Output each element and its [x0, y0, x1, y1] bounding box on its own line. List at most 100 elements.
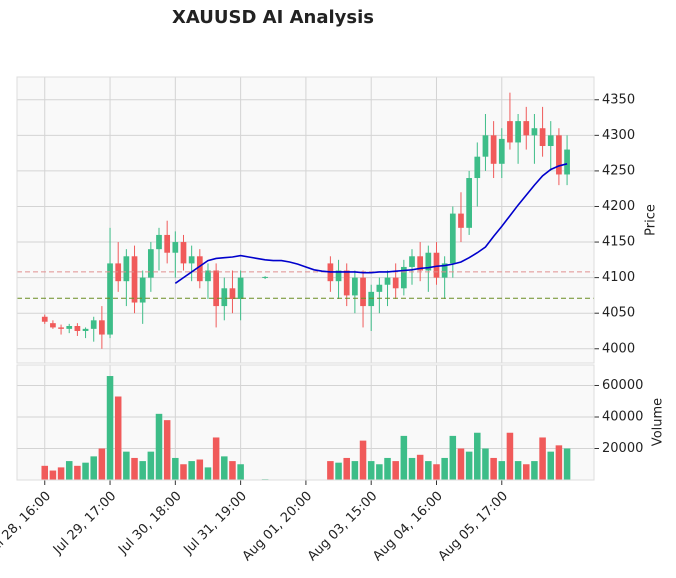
candle-body: [335, 270, 342, 282]
volume-bar: [539, 437, 546, 480]
volume-bar: [335, 462, 342, 480]
volume-tick-label: 60000: [602, 378, 643, 393]
moving-average-line: [174, 163, 568, 284]
candle-body: [237, 277, 244, 299]
candle-body: [523, 121, 530, 136]
candle-body: [229, 288, 236, 299]
candle-body: [441, 263, 448, 278]
candle-body: [400, 266, 407, 289]
volume-bar: [147, 451, 155, 480]
candle-body: [409, 256, 415, 267]
candle-body: [368, 291, 375, 307]
x-tick-label: Aug 03, 15:00: [305, 489, 381, 565]
candle-body: [564, 149, 570, 175]
candle-body: [498, 138, 505, 164]
volume-bar: [514, 461, 522, 480]
candle-body: [425, 252, 432, 271]
volume-bar: [563, 448, 571, 480]
candle-body: [221, 288, 228, 307]
candle-body: [474, 156, 481, 179]
candle-body: [515, 121, 521, 143]
volume-tick-label: 20000: [602, 441, 643, 456]
candle-body: [213, 270, 219, 307]
volume-bar: [57, 467, 65, 480]
candle-body: [360, 277, 366, 307]
volume-bar: [106, 376, 114, 480]
volume-bar: [441, 457, 448, 480]
volume-bar: [457, 448, 465, 480]
candle-body: [384, 277, 391, 285]
volume-bar: [465, 451, 473, 480]
volume-bar: [367, 461, 375, 480]
volume-bar: [114, 396, 122, 480]
volume-bar: [327, 461, 334, 480]
volume-bar: [212, 437, 220, 480]
volume-bar: [98, 448, 106, 480]
candle-body: [343, 270, 350, 296]
candle-body: [449, 213, 456, 264]
volume-bar: [172, 457, 179, 480]
volume-bar: [155, 413, 163, 480]
volume-bar: [131, 457, 138, 480]
volume-bar: [474, 432, 481, 480]
candle-body: [392, 277, 399, 289]
volume-bar: [482, 448, 489, 480]
candle-body: [58, 327, 64, 329]
candle-body: [115, 263, 122, 282]
volume-bar: [163, 420, 171, 480]
y-tick-label: 4200: [602, 199, 635, 214]
candle-body: [172, 242, 179, 253]
x-tick-label: Aug 04, 16:00: [370, 489, 446, 565]
volume-bar: [490, 457, 497, 480]
volume-bar: [384, 457, 391, 480]
x-tick-label: Jul 30, 18:00: [115, 489, 184, 558]
candle-body: [490, 135, 497, 164]
volume-bar: [82, 462, 89, 480]
volume-bar: [408, 457, 416, 480]
x-tick-label: Jul 29, 17:00: [50, 489, 119, 558]
y-tick-label: 4050: [602, 306, 635, 321]
y-tick-label: 4000: [602, 341, 635, 356]
candle-body: [539, 128, 546, 147]
y-tick-label: 4350: [602, 92, 635, 107]
candle-body: [466, 178, 472, 228]
chart-title: XAUUSD AI Analysis: [172, 7, 374, 28]
candle-body: [139, 277, 146, 303]
candle-body: [123, 256, 130, 282]
volume-bar: [74, 465, 81, 480]
candle-body: [196, 256, 203, 282]
candle-body: [147, 249, 154, 278]
candle-body: [458, 213, 464, 228]
candle-body: [205, 270, 211, 282]
x-tick-label: Aug 05, 17:00: [436, 489, 512, 565]
volume-bar: [204, 467, 212, 480]
x-tick-label: Jul 28, 16:00: [0, 489, 54, 558]
volume-bar: [547, 451, 555, 480]
volume-bar: [433, 464, 440, 480]
price-frame: [16, 76, 595, 364]
volume-bar: [343, 457, 350, 480]
candle-body: [352, 277, 358, 296]
volume-bar: [376, 464, 383, 480]
candle-body: [90, 320, 97, 329]
volume-bar: [416, 454, 424, 480]
volume-bar: [41, 465, 49, 480]
candle-body: [99, 320, 105, 335]
volume-bar: [221, 456, 228, 480]
candle-body: [180, 242, 187, 264]
candle-body: [74, 326, 81, 331]
y-tick-label: 4250: [602, 163, 635, 178]
volume-bar: [65, 461, 73, 480]
volume-bar: [400, 435, 408, 480]
volume-bar: [506, 432, 514, 480]
volume-bar: [555, 445, 563, 480]
candle-body: [188, 256, 195, 264]
volume-bar: [359, 440, 367, 480]
candle-body: [50, 323, 56, 328]
volume-bar: [229, 461, 236, 480]
candle-body: [41, 316, 48, 322]
volume-bar: [188, 461, 195, 480]
volume-bar: [498, 461, 506, 480]
candle-body: [547, 135, 554, 147]
